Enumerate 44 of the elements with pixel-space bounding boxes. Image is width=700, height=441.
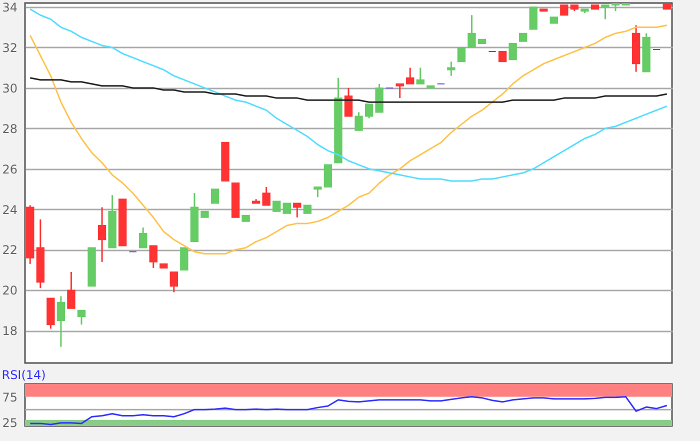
y-tick-label: 25 (2, 416, 18, 430)
candlestick (210, 188, 220, 204)
y-tick-label: 28 (2, 122, 18, 136)
candlestick (601, 4, 610, 20)
y-tick-label: 75 (2, 390, 18, 404)
candlestick (508, 42, 517, 60)
candlestick (77, 310, 86, 326)
candlestick (364, 103, 374, 120)
line-series (29, 24, 668, 255)
candlestick (98, 206, 106, 263)
candlestick (282, 202, 291, 214)
y-tick-label: 18 (2, 324, 18, 338)
candlestick (560, 4, 568, 16)
candlestick (468, 14, 476, 48)
candlestick (67, 271, 76, 310)
candlestick (498, 51, 507, 62)
candlestick (529, 6, 538, 30)
y-tick-label: 24 (2, 202, 18, 217)
candlestick (314, 186, 322, 198)
candlestick (344, 87, 353, 118)
candlestick (56, 296, 66, 348)
y-tick-label: 30 (2, 81, 18, 96)
candlestick (457, 46, 466, 62)
candlestick (354, 111, 363, 132)
candlestick (416, 66, 424, 85)
y-tick-label: 22 (2, 243, 18, 258)
candlestick (180, 247, 188, 270)
y-tick-label: 34 (2, 0, 18, 15)
candlestick (406, 66, 414, 85)
candlestick (293, 202, 302, 218)
candlestick (139, 226, 148, 248)
line-series (29, 8, 668, 182)
candlestick (396, 83, 404, 99)
candlestick (170, 271, 178, 293)
candlestick (272, 200, 281, 212)
y-tick-label: 20 (2, 284, 18, 298)
line-series (29, 396, 668, 426)
candlestick (324, 164, 332, 188)
candlestick (262, 186, 270, 206)
candlestick (447, 60, 456, 77)
text: RSI(14) (2, 368, 46, 382)
y-tick-label: 26 (2, 162, 18, 176)
candlestick (149, 244, 158, 269)
y-tick-label: 32 (2, 40, 18, 55)
